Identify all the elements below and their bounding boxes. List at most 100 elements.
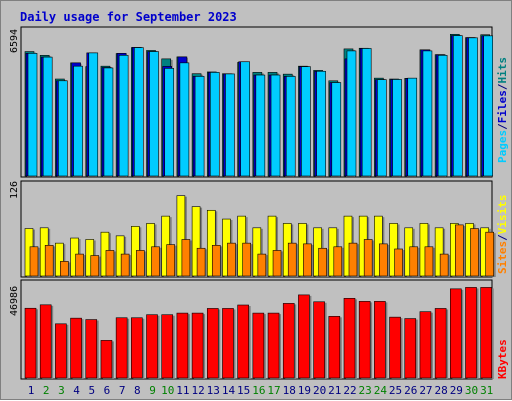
legend-item-kbytes-0: KBytes	[496, 339, 509, 379]
legend-item-slash-1: /	[496, 123, 509, 130]
bar-pages-day-21	[331, 82, 342, 177]
bar-pages-day-7	[118, 55, 129, 177]
bar-sites-day-24	[379, 243, 388, 277]
middle-scale-label: 126	[9, 181, 20, 199]
day-label-8: 8	[134, 384, 141, 397]
bar-pages-day-13	[209, 72, 220, 177]
bar-pages-day-4	[73, 65, 83, 177]
day-label-30: 30	[465, 384, 478, 397]
legend-top: Pages/Files/Hits	[496, 57, 509, 163]
bar-pages-day-20	[316, 70, 326, 177]
legend-item-visits-2: Visits	[496, 195, 509, 235]
bar-sites-day-27	[424, 246, 434, 277]
day-label-14: 14	[222, 384, 236, 397]
bar-sites-day-8	[136, 250, 145, 277]
bar-kbytes-day-5	[85, 319, 98, 379]
bar-pages-day-12	[194, 76, 205, 177]
day-label-17: 17	[267, 384, 280, 397]
bar-kbytes-day-22	[343, 298, 356, 379]
bar-sites-day-20	[318, 247, 327, 277]
bar-pages-day-31	[483, 35, 494, 177]
bottom-scale-label: 46986	[9, 286, 20, 316]
bar-sites-day-30	[470, 228, 479, 277]
day-label-4: 4	[73, 384, 80, 397]
bar-pages-day-22	[346, 50, 357, 177]
bar-sites-day-25	[394, 248, 403, 277]
bar-sites-day-11	[181, 239, 191, 277]
bar-sites-day-18	[287, 242, 297, 277]
bars-layer	[24, 33, 496, 379]
day-label-7: 7	[119, 384, 126, 397]
bar-pages-day-15	[240, 61, 250, 177]
bar-sites-day-29	[455, 224, 464, 277]
legend-middle: Sites/Visits	[496, 195, 509, 275]
bar-kbytes-day-1	[24, 307, 37, 379]
bar-kbytes-day-29	[450, 288, 462, 379]
bar-sites-day-7	[120, 253, 130, 277]
bar-sites-day-17	[272, 250, 282, 277]
bar-pages-day-19	[301, 66, 311, 177]
bar-visits-day-13	[206, 209, 216, 277]
bar-sites-day-2	[44, 245, 54, 277]
bar-pages-day-25	[392, 79, 402, 177]
legend-item-hits-4: Hits	[496, 57, 509, 84]
day-label-9: 9	[149, 384, 156, 397]
bar-sites-day-9	[151, 246, 160, 277]
day-label-6: 6	[104, 384, 111, 397]
bar-sites-day-6	[105, 250, 115, 277]
bar-kbytes-day-26	[404, 318, 417, 379]
top-scale-label: 6594	[9, 29, 20, 53]
day-label-1: 1	[28, 384, 35, 397]
bar-kbytes-day-25	[389, 316, 401, 379]
day-label-3: 3	[58, 384, 65, 397]
bar-kbytes-day-19	[298, 294, 310, 379]
bar-pages-day-18	[285, 76, 296, 177]
legend-item-pages-0: Pages	[496, 130, 509, 163]
bar-kbytes-day-8	[131, 317, 143, 379]
bar-sites-day-15	[242, 242, 251, 277]
bar-kbytes-day-18	[282, 303, 295, 379]
bar-kbytes-day-10	[161, 314, 174, 379]
bar-kbytes-day-13	[206, 308, 219, 379]
bar-pages-day-2	[42, 56, 53, 177]
day-label-20: 20	[313, 384, 326, 397]
day-label-2: 2	[43, 384, 50, 397]
bar-kbytes-day-12	[191, 312, 204, 379]
bar-pages-day-6	[103, 67, 114, 177]
day-label-21: 21	[328, 384, 341, 397]
bar-pages-day-10	[164, 68, 175, 177]
legend-item-files-2: Files	[496, 90, 509, 123]
bar-visits-day-12	[191, 206, 201, 277]
bar-visits-day-28	[434, 227, 444, 277]
day-label-5: 5	[88, 384, 95, 397]
bar-sites-day-19	[303, 243, 312, 277]
day-label-23: 23	[359, 384, 372, 397]
bar-sites-day-22	[348, 242, 358, 277]
legend-item-sites-0: Sites	[496, 241, 509, 274]
bar-kbytes-day-6	[100, 340, 113, 379]
day-label-19: 19	[298, 384, 311, 397]
bar-pages-day-30	[468, 37, 478, 177]
day-label-28: 28	[435, 384, 448, 397]
bar-pages-day-8	[134, 47, 144, 177]
chart-title: Daily usage for September 2023	[20, 10, 237, 24]
bar-sites-day-26	[409, 246, 419, 277]
legend-top-text: Pages/Files/Hits	[496, 57, 509, 163]
bar-pages-day-28	[437, 55, 448, 177]
bar-visits-day-3	[55, 242, 64, 277]
bar-pages-day-17	[270, 74, 281, 177]
legend-item-slash-1: /	[496, 234, 509, 241]
bar-kbytes-day-27	[419, 311, 432, 379]
bar-sites-day-23	[363, 239, 373, 277]
day-label-25: 25	[389, 384, 402, 397]
bar-kbytes-day-30	[465, 287, 477, 379]
bar-pages-day-24	[377, 79, 387, 177]
bar-kbytes-day-20	[313, 301, 325, 379]
bar-pages-day-1	[27, 53, 38, 177]
bar-kbytes-day-4	[70, 317, 82, 379]
bar-pages-day-9	[149, 51, 159, 177]
bar-pages-day-11	[179, 62, 190, 177]
day-label-11: 11	[176, 384, 189, 397]
